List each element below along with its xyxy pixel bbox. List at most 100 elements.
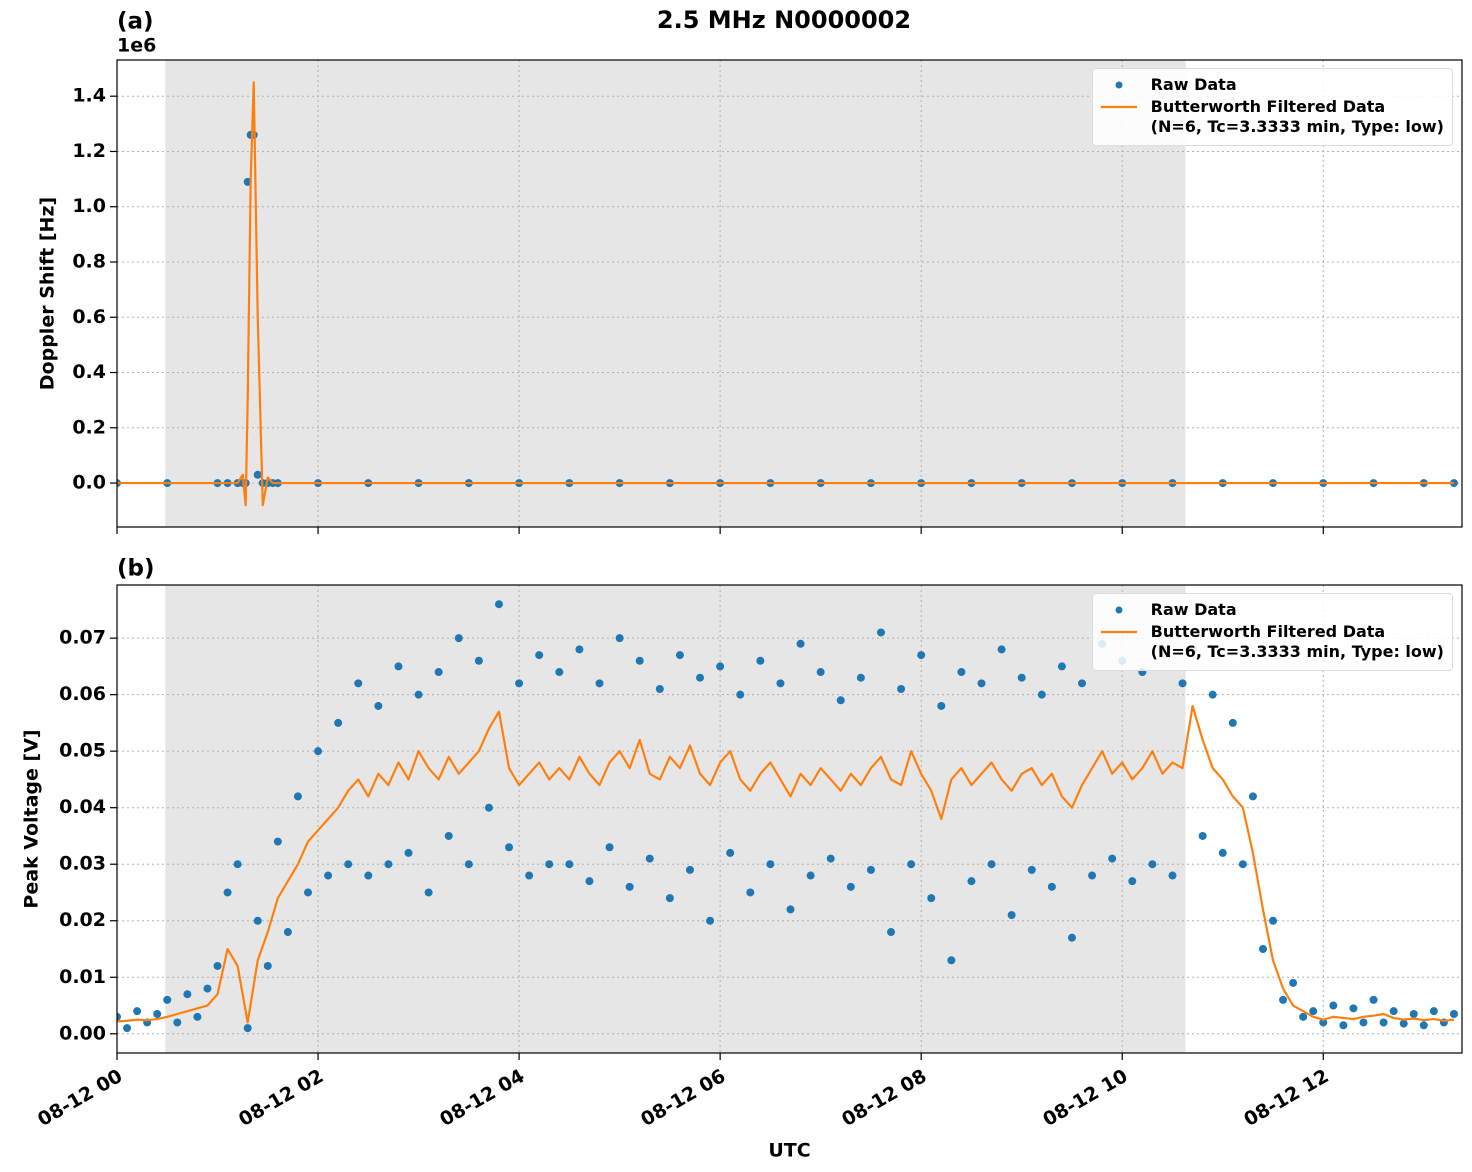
chart-title: 2.5 MHz N0000002 [657, 6, 911, 34]
raw-point [937, 701, 946, 710]
y-tick-label: 0.8 [72, 250, 106, 272]
raw-point [1238, 860, 1247, 869]
y-tick-label: 1.0 [72, 195, 106, 217]
raw-point [696, 673, 705, 682]
raw-point [474, 656, 483, 665]
raw-point [726, 848, 735, 857]
raw-point [625, 882, 634, 891]
raw-point [394, 662, 403, 671]
raw-point [123, 1024, 132, 1033]
raw-point [153, 1010, 162, 1018]
raw-point [374, 701, 383, 710]
raw-point [746, 888, 755, 897]
raw-point [494, 600, 503, 609]
raw-point [233, 860, 242, 869]
raw-point [685, 865, 694, 874]
legend: Raw Data Butterworth Filtered Data (N=6, … [1091, 68, 1453, 146]
raw-point [1279, 995, 1288, 1004]
x-tick-label: 08-12 10 [1039, 1065, 1131, 1131]
raw-point [957, 668, 966, 677]
raw-point [223, 888, 232, 897]
raw-point [414, 690, 423, 699]
raw-point [1148, 860, 1157, 869]
legend-label: Butterworth Filtered Data (N=6, Tc=3.333… [1150, 622, 1444, 661]
raw-point [635, 656, 644, 665]
legend: Raw Data Butterworth Filtered Data (N=6, … [1091, 593, 1453, 671]
y-tick-label: 0.00 [59, 1022, 106, 1044]
raw-point [1289, 978, 1298, 987]
raw-point [133, 1007, 142, 1016]
raw-point [856, 673, 865, 682]
raw-point [1057, 662, 1066, 671]
raw-point [716, 662, 725, 671]
raw-point [595, 679, 604, 688]
raw-point [515, 679, 524, 688]
plot-area [117, 600, 1458, 1033]
raw-point [344, 860, 353, 869]
filtered-line [117, 81, 1454, 507]
y-tick-label: 0.6 [72, 306, 106, 328]
shaded-span [165, 60, 1186, 527]
raw-point [655, 685, 664, 693]
y-tick-label: 1.4 [72, 85, 106, 107]
legend-dot [1115, 606, 1123, 614]
raw-point [826, 854, 835, 863]
raw-point [273, 837, 282, 846]
raw-point [484, 803, 493, 812]
raw-point [1299, 1012, 1308, 1021]
axes-frame [116, 59, 1463, 528]
raw-point [505, 843, 514, 852]
raw-point [535, 651, 544, 660]
raw-point [293, 792, 302, 801]
raw-point [876, 628, 885, 637]
raw-point [907, 860, 916, 869]
raw-point [334, 718, 343, 727]
raw-point [947, 956, 956, 965]
raw-point [163, 995, 172, 1004]
raw-point [1208, 690, 1217, 699]
raw-point [444, 831, 453, 840]
panel-label: (b) [117, 556, 155, 582]
raw-point [434, 668, 443, 677]
raw-point [1067, 933, 1076, 942]
raw-point [1319, 1018, 1328, 1027]
y-tick-label: 0.4 [72, 361, 106, 383]
raw-point [525, 871, 534, 880]
y-tick-label: 0.02 [59, 909, 106, 931]
raw-point [796, 639, 805, 648]
shaded-span [165, 585, 1186, 1053]
y-tick-label: 0.05 [59, 740, 106, 762]
legend-entry: Raw Data [1099, 600, 1444, 620]
x-axis-label: UTC [768, 1140, 810, 1162]
y-tick-label: 1.2 [72, 140, 106, 162]
raw-point [1027, 865, 1036, 874]
legend-dot [1115, 81, 1123, 89]
raw-point [997, 645, 1006, 654]
raw-point [545, 860, 554, 869]
raw-point [987, 860, 996, 869]
raw-point [203, 984, 212, 993]
raw-point [1017, 673, 1026, 682]
raw-point [1108, 854, 1117, 863]
raw-point [977, 679, 986, 688]
raw-point [806, 871, 815, 880]
legend-label: Raw Data [1150, 600, 1237, 619]
raw-point [1248, 792, 1257, 801]
legend-marker [1115, 606, 1123, 614]
raw-point [1349, 1004, 1358, 1013]
raw-point [253, 470, 262, 479]
raw-point [303, 888, 312, 897]
legend-marker [1100, 630, 1137, 634]
raw-point [1379, 1018, 1388, 1027]
raw-point [766, 860, 775, 869]
raw-point [193, 1012, 202, 1021]
y-tick-label: 0.01 [59, 966, 106, 988]
raw-point [1409, 1010, 1418, 1018]
y-tick-label: 0.0 [72, 472, 106, 494]
legend-marker [1100, 105, 1137, 109]
offset-label: 1e6 [117, 35, 156, 57]
raw-point [1429, 1007, 1438, 1016]
raw-point [1399, 1019, 1408, 1028]
legend-label: Raw Data [1150, 75, 1237, 94]
